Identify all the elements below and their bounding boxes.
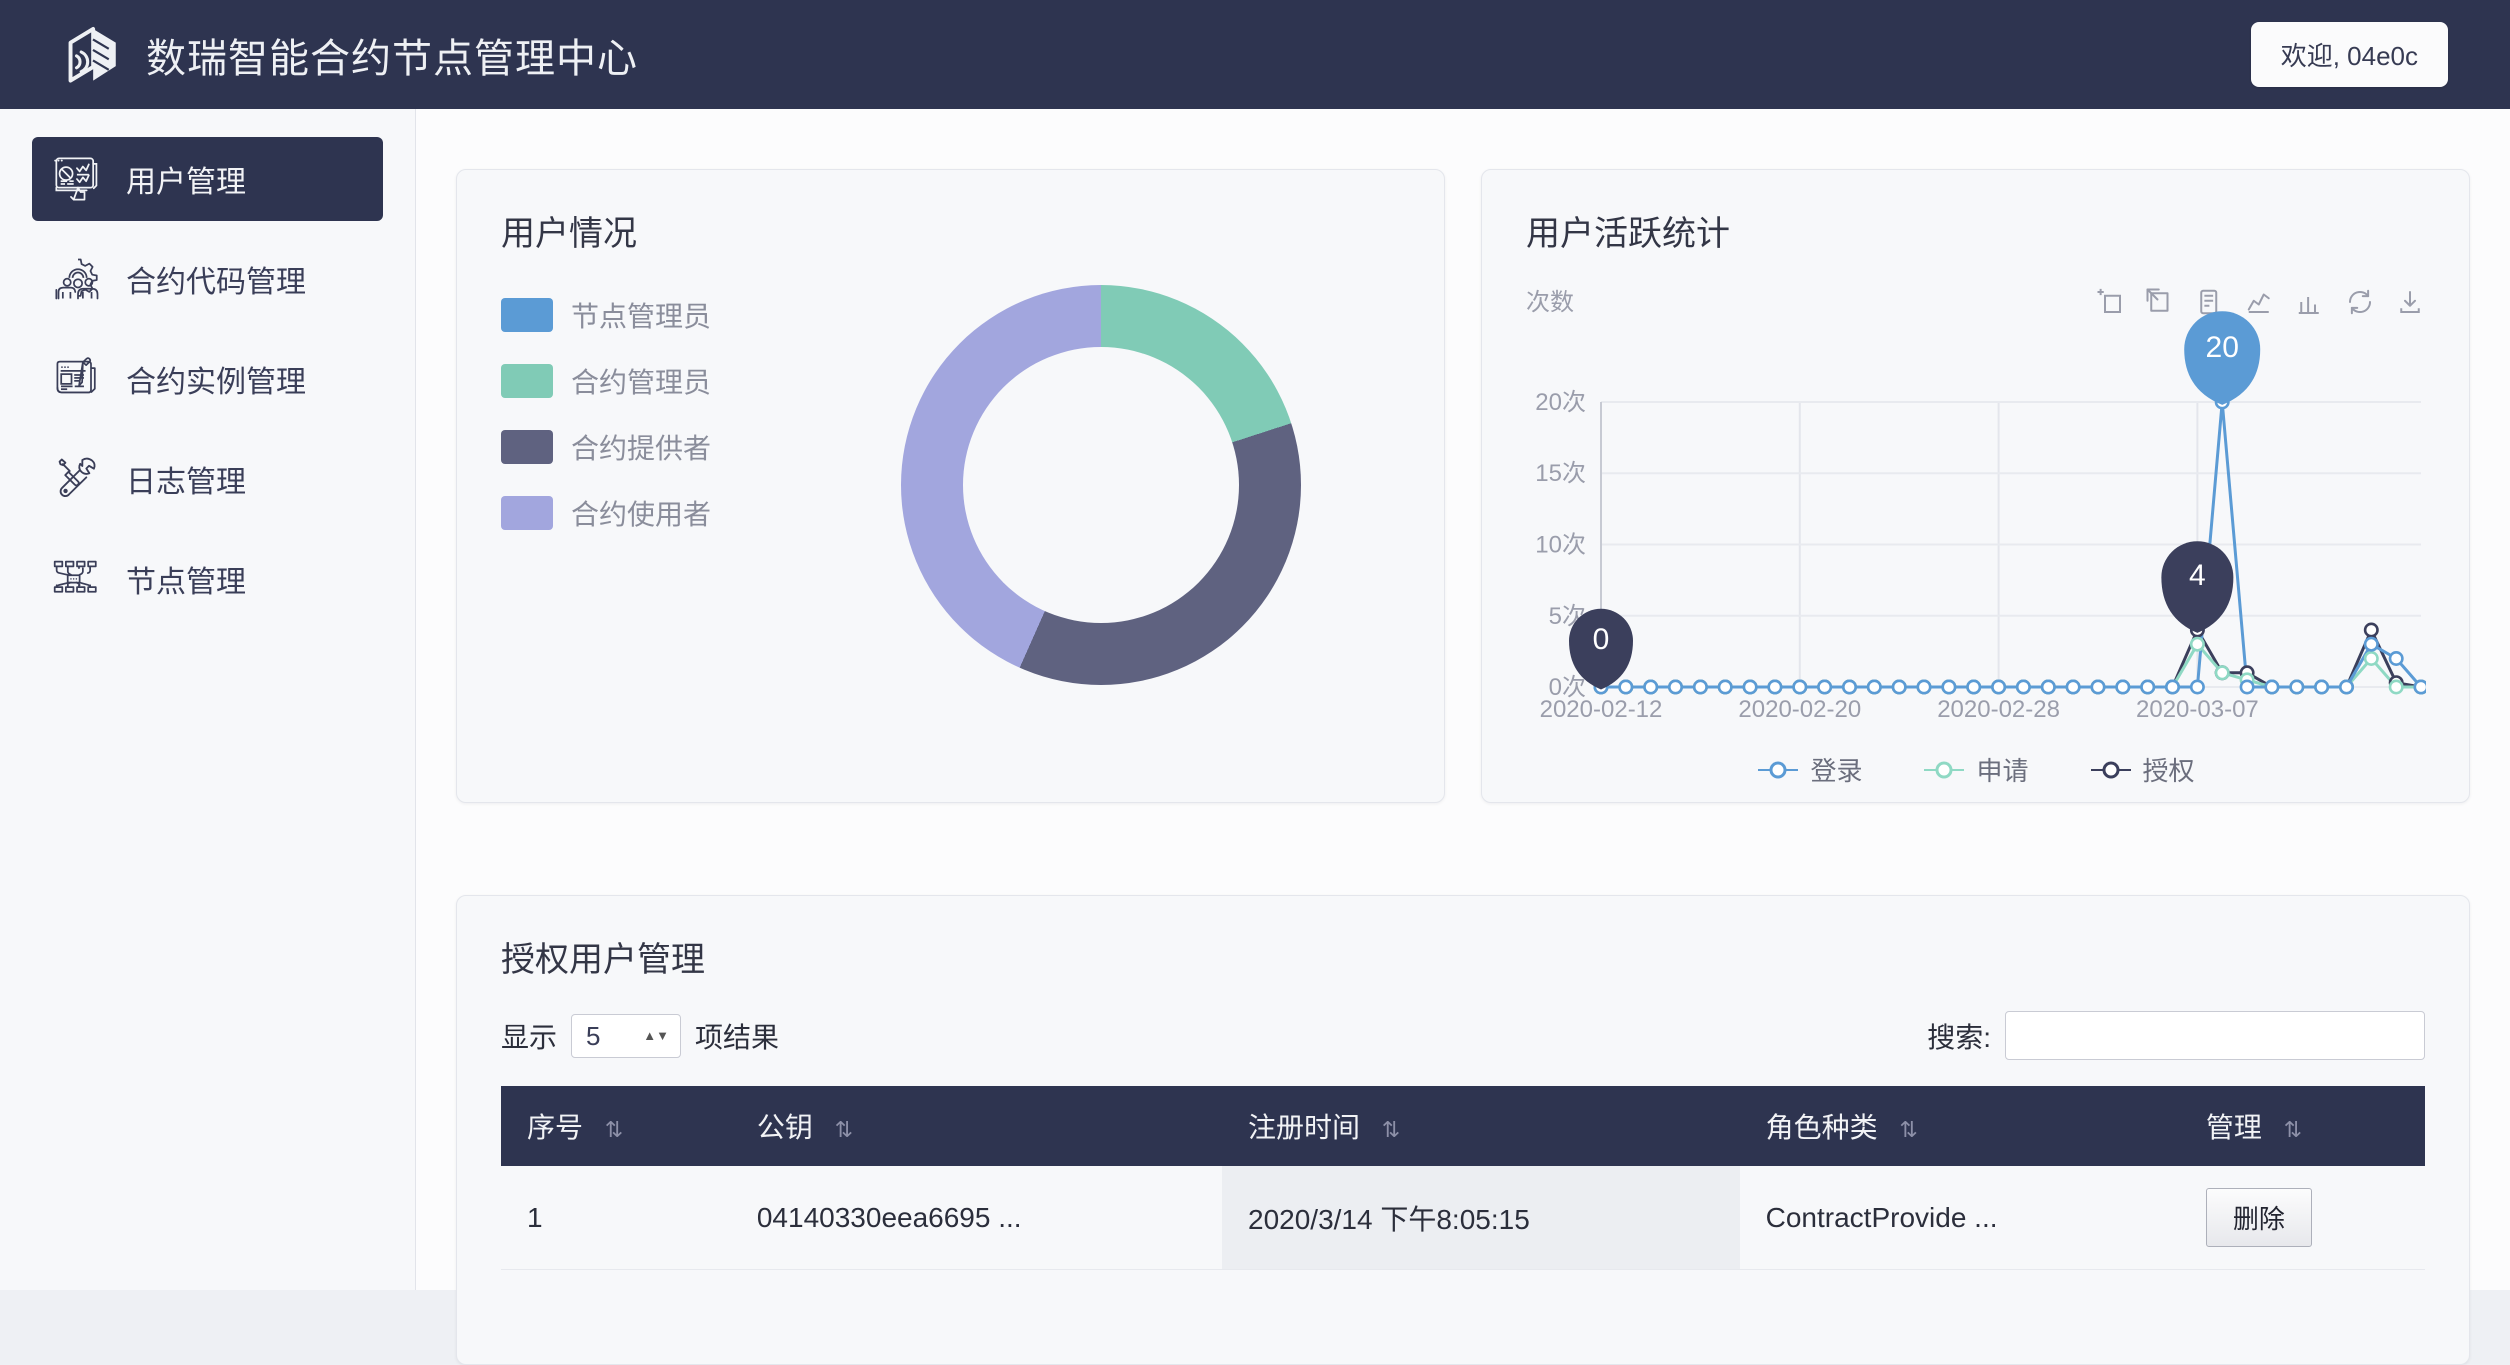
svg-text:0次: 0次 [1549, 674, 1586, 701]
svg-text:15次: 15次 [1535, 460, 1586, 487]
svg-text:20次: 20次 [1535, 389, 1586, 416]
svg-text:2020-02-20: 2020-02-20 [1738, 696, 1861, 723]
svg-text:10次: 10次 [1535, 532, 1586, 559]
svg-text:0: 0 [1593, 623, 1610, 656]
svg-text:2020-02-28: 2020-02-28 [1937, 696, 2060, 723]
svg-text:2020-03-07: 2020-03-07 [2136, 696, 2259, 723]
svg-text:20: 20 [2206, 331, 2239, 364]
svg-text:4: 4 [2189, 559, 2206, 592]
